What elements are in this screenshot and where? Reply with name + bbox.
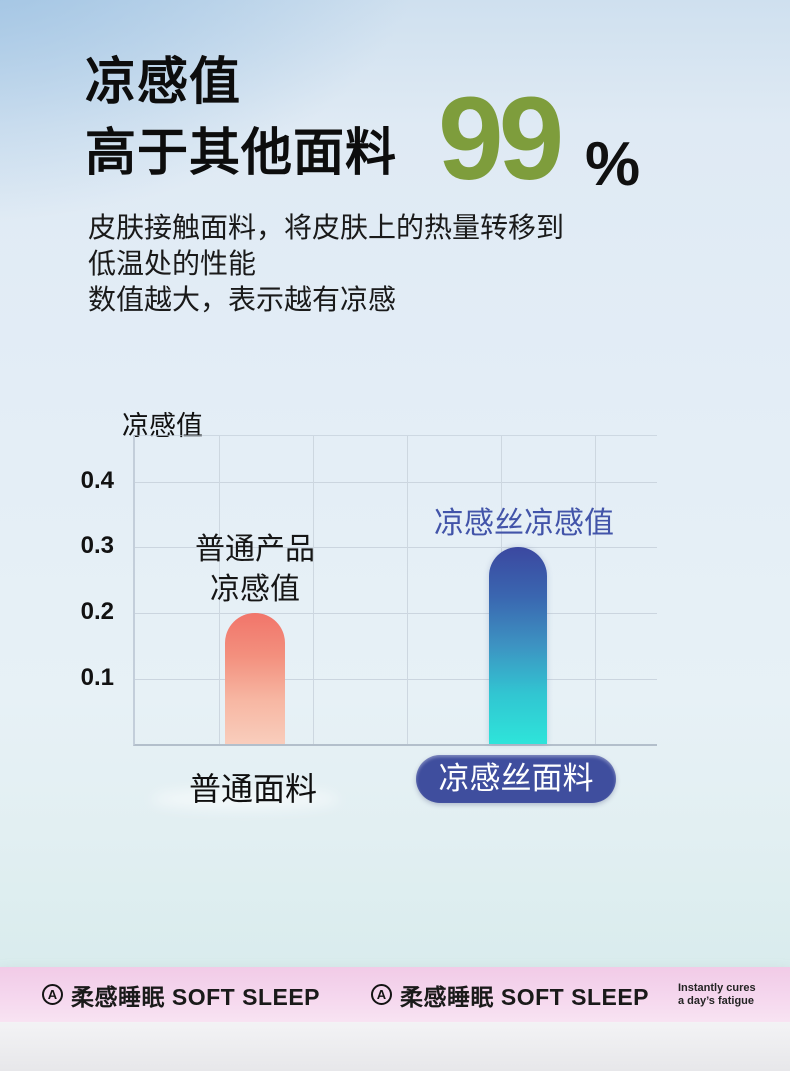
brand-label: 柔感睡眠 SOFT SLEEP	[71, 983, 321, 1010]
brand-label: 柔感睡眠 SOFT SLEEP	[400, 983, 650, 1010]
sky-background	[0, 0, 790, 967]
y-axis-title: 凉感值	[122, 411, 203, 441]
brand-band: A 柔感睡眠 SOFT SLEEP A 柔感睡眠 SOFT SLEEP Inst…	[0, 967, 790, 1022]
brand-group: A 柔感睡眠 SOFT SLEEP	[42, 967, 320, 1022]
percent-sign: %	[585, 130, 641, 199]
plot-area: 普通产品 凉感值 凉感丝凉感值	[133, 435, 657, 746]
description-line: 低温处的性能	[88, 248, 257, 279]
bar-cooling-silk-fabric	[489, 547, 547, 744]
bar-label-cooling-silk: 凉感丝凉感值	[434, 507, 614, 540]
y-tick-label: 0.3	[80, 532, 114, 560]
x-label-ordinary-fabric: 普通面料	[188, 771, 317, 807]
v-gridline	[219, 436, 220, 744]
h-gridline	[135, 481, 657, 483]
page-subtitle: 高于其他面料	[85, 124, 398, 181]
v-gridline	[407, 436, 408, 744]
tagline-line: a day’s fatigue	[678, 994, 755, 1007]
brand-tagline: Instantly cures a day’s fatigue	[678, 967, 756, 1022]
background-smudge	[150, 788, 340, 810]
v-gridline	[595, 436, 596, 744]
y-tick-label: 0.2	[80, 597, 114, 625]
description-line: 数值越大，表示越有凉感	[88, 284, 397, 315]
tagline-line: Instantly cures	[678, 981, 756, 994]
description-text: 皮肤接触面料，将皮肤上的热量转移到 低温处的性能 数值越大，表示越有凉感	[88, 210, 564, 318]
bar-label-ordinary: 普通产品 凉感值	[195, 533, 315, 606]
brand-logo-icon: A	[42, 984, 63, 1005]
h-gridline	[135, 547, 657, 549]
v-gridline	[313, 436, 314, 744]
x-label-cooling-silk-pill: 凉感丝面料	[416, 755, 616, 803]
footer-bottom-strip	[0, 1022, 790, 1071]
y-tick-label: 0.4	[80, 466, 114, 494]
bar-ordinary-fabric	[225, 612, 285, 744]
description-line: 皮肤接触面料，将皮肤上的热量转移到	[88, 212, 565, 243]
brand-group: A 柔感睡眠 SOFT SLEEP	[371, 967, 649, 1022]
page-title: 凉感值	[85, 53, 242, 110]
brand-logo-icon: A	[371, 984, 392, 1005]
h-gridline	[135, 612, 657, 614]
y-tick-label: 0.1	[80, 663, 114, 691]
y-axis-ticks: 0.4 0.3 0.2 0.1	[52, 435, 122, 743]
highlight-number: 99	[438, 73, 564, 205]
h-gridline	[135, 678, 657, 680]
